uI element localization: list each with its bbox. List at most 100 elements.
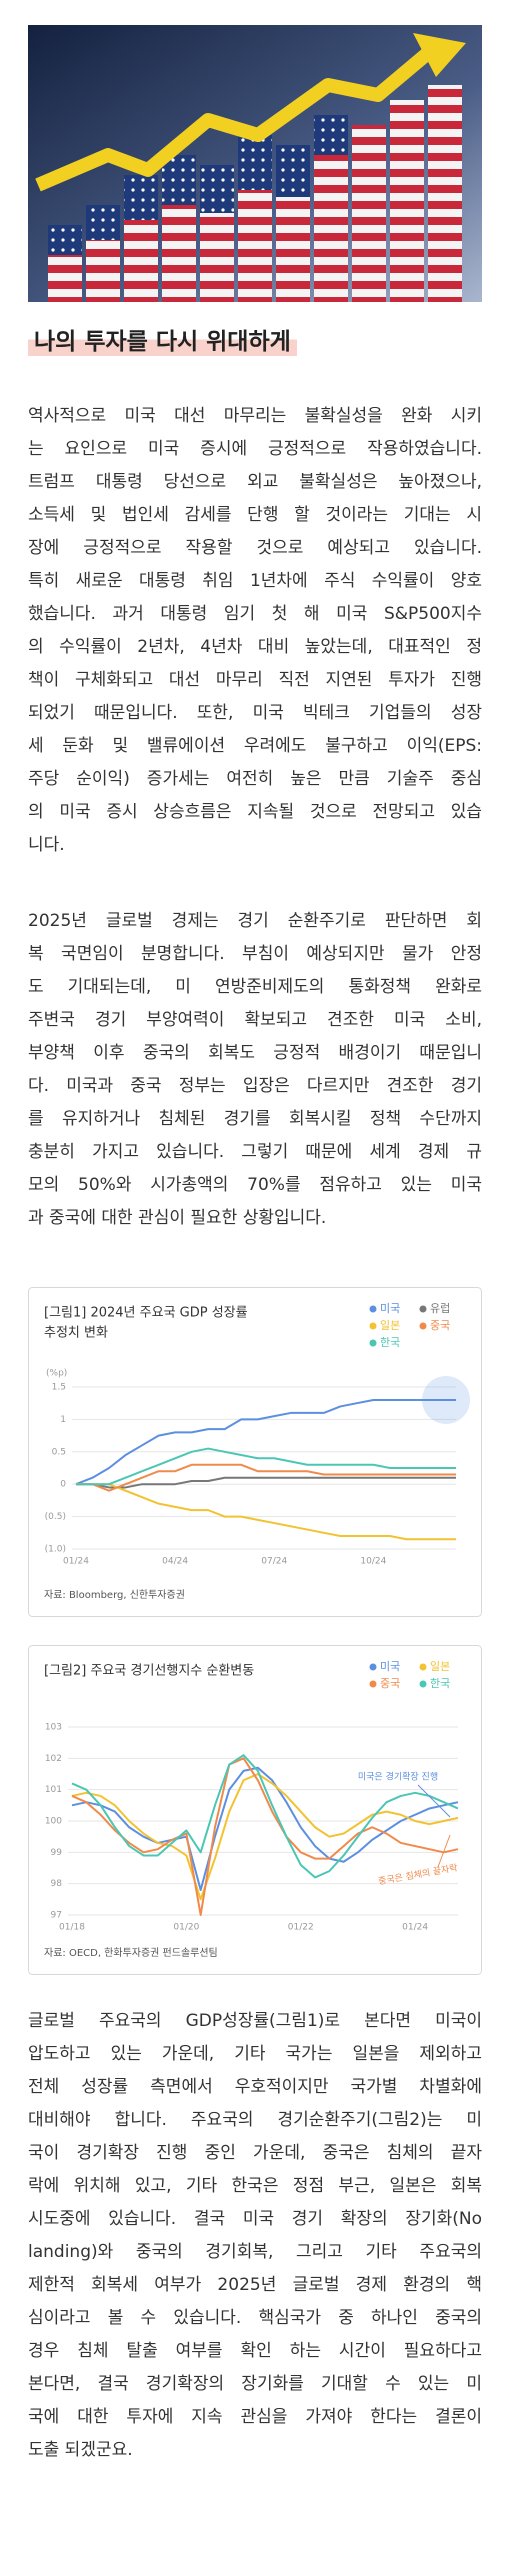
y-tick-label: 103 [45,1723,62,1733]
annotation: 미국은 경기확장 진행 [358,1771,438,1783]
text-line: 역사적으로 미국 대선 마무리는 불확실성을 완화 시키 [28,406,482,426]
text-line: 시도중에 있습니다. 결국 미국 경기 확장의 장기화(No [28,2209,482,2229]
legend-swatch [369,1322,377,1330]
series-line [71,1766,459,1891]
source: 자료: Bloomberg, 신한투자증권 [44,1589,185,1601]
text-line: 니다. [28,835,65,855]
y-tick-label: 99 [51,1848,63,1858]
series-line [75,1398,456,1486]
text-line: 대비해야 합니다. 주요국의 경기순환주기(그림2)는 미 [28,2110,482,2130]
y-tick-label: 98 [51,1879,63,1889]
text-line: 압도하고 있는 가운데, 기타 국가는 일본을 제외하고 [28,2044,482,2064]
legend-swatch [369,1663,377,1671]
text-line: 도 기대되는데, 미 연방준비제도의 통화정책 완화로 [28,977,482,997]
text-line: 를 유지하거나 침체된 경기를 회복시킬 정책 수단까지 [28,1109,482,1129]
series-line [71,1773,459,1901]
unit-label: (%p) [46,1369,67,1379]
hero-image [28,25,482,302]
text-line: 주당 순이익) 증가세는 여전히 높은 만큼 기술주 중심 [28,769,482,789]
y-tick-label: 1.5 [52,1383,66,1393]
series-line [76,1476,456,1489]
y-tick-label: 0.5 [52,1447,66,1457]
text-line: 책이 구체화되고 대선 마무리 직전 지연된 투자가 진행 [28,670,482,690]
legend-label: 일본 [430,1659,450,1673]
legend-swatch [419,1663,427,1671]
annotation-arrow [437,1834,451,1868]
text-line: 의 미국 증시 상승흐름은 지속될 것으로 전망되고 있습 [28,802,482,822]
y-tick-label: 97 [51,1911,62,1921]
text-line: 본다면, 결국 경기확장의 장기화를 기대할 수 있는 미 [28,2374,482,2394]
y-tick-label: 0 [60,1480,66,1490]
text-line: 국이 경기확장 진행 중인 가운데, 중국은 침체의 끝자 [28,2143,482,2163]
text-line: 되었기 때문입니다. 또한, 미국 빅테크 기업들의 성장 [28,703,482,723]
y-tick-label: 101 [45,1785,62,1795]
x-tick-label: 10/24 [360,1557,386,1567]
figure-title: 추정치 변화 [44,1326,108,1341]
heading: 나의 투자를 다시 위대하게 [28,322,297,356]
y-tick-label: (0.5) [45,1512,66,1522]
text-line: 특히 새로운 대통령 취임 1년차에 주식 수익률이 양호 [28,571,482,591]
series-line [76,1463,456,1492]
x-tick-label: 07/24 [261,1557,287,1567]
text-line: 세 둔화 및 밸류에이션 우려에도 불구하고 이익(EPS: [28,736,482,756]
text-line: 주변국 경기 부양여력이 확보되고 견조한 미국 소비, [28,1010,482,1030]
text-line: 충분히 가지고 있습니다. 그렇기 때문에 세계 경제 규 [28,1142,482,1162]
text-line: 다. 미국과 중국 정부는 입장은 다르지만 견조한 경기 [28,1076,482,1096]
legend-swatch [419,1305,427,1313]
legend-label: 미국 [380,1302,400,1315]
legend-label: 유럽 [430,1301,450,1315]
paragraph: 역사적으로 미국 대선 마무리는 불확실성을 완화 시키 는 요인으로 미국 증시… [28,400,482,862]
y-tick-label: 100 [45,1817,62,1827]
series-line [71,1754,459,1879]
legend-swatch [369,1339,377,1347]
text-line: 도출 되겠군요. [28,2440,133,2460]
text-line: 과 중국에 대한 관심이 필요한 상황입니다. [28,1208,327,1228]
figure-title: [그림2] 주요국 경기선행지수 순환변동 [44,1663,254,1679]
annotation-arrow [417,1784,451,1818]
x-tick-label: 04/24 [162,1557,188,1567]
x-tick-label: 01/24 [63,1557,89,1567]
text-line: 락에 위치해 있고, 기타 한국은 정점 부근, 일본은 회복 [28,2176,482,2196]
text-line: 국에 대한 투자에 지속 관심을 가져야 한다는 결론이 [28,2407,482,2427]
text-line: 2025년 글로벌 경제는 경기 순환주기로 판단하면 회 [28,911,482,931]
text-line: 심이라고 볼 수 있습니다. 핵심국가 중 하나인 중국의 [28,2308,482,2328]
text-line: 장에 긍정적으로 작용할 것으로 예상되고 있습니다. [28,538,482,558]
legend-swatch [419,1680,427,1688]
legend-label: 중국 [380,1677,400,1690]
y-tick-label: (1.0) [45,1545,66,1555]
text-line: 했습니다. 과거 대통령 임기 첫 해 미국 S&P500지수 [28,604,482,624]
legend-label: 중국 [430,1319,450,1332]
series-line [71,1757,459,1916]
x-tick-label: 01/20 [173,1923,199,1933]
legend-swatch [369,1305,377,1313]
legend-label: 한국 [380,1336,400,1349]
y-tick-label: 1 [60,1415,66,1425]
text-line: 전체 성장률 측면에서 우호적이지만 국가별 차별화에 [28,2077,482,2097]
text-line: 제한적 회복세 여부가 2025년 글로벌 경제 환경의 핵 [28,2275,482,2295]
legend-label: 한국 [430,1677,450,1690]
text-line: 글로벌 주요국의 GDP성장률(그림1)로 본다면 미국이 [28,2011,482,2031]
legend-swatch [419,1322,427,1330]
text-line: 복 국면임이 분명합니다. 부침이 예상되지만 물가 안정 [28,944,482,964]
figure-frame [28,1645,482,1975]
text-line: 의 수익률이 2년차, 4년차 대비 높았는데, 대표적인 정 [28,637,482,657]
text-line: 트럼프 대통령 당선으로 외교 불확실성은 높아졌으나, [28,472,482,492]
text-line: 경우 침체 탈출 여부를 확인 하는 시간이 필요하다고 [28,2341,482,2361]
source: 자료: OECD, 한화투자증권 펀드솔루션팀 [44,1947,218,1959]
series-line [76,1447,456,1486]
legend-swatch [369,1680,377,1688]
text-line: 부양책 이후 중국의 회복도 긍정적 배경이기 때문입니 [28,1043,482,1063]
highlight [422,1375,470,1424]
y-tick-label: 102 [45,1754,62,1764]
x-tick-label: 01/24 [402,1923,428,1933]
text-line: 모의 50%와 시가총액의 70%를 점유하고 있는 미국 [28,1175,482,1195]
legend-label: 미국 [380,1660,400,1673]
legend-label: 일본 [380,1318,400,1332]
series-line [76,1483,456,1541]
x-tick-label: 01/18 [59,1923,85,1933]
